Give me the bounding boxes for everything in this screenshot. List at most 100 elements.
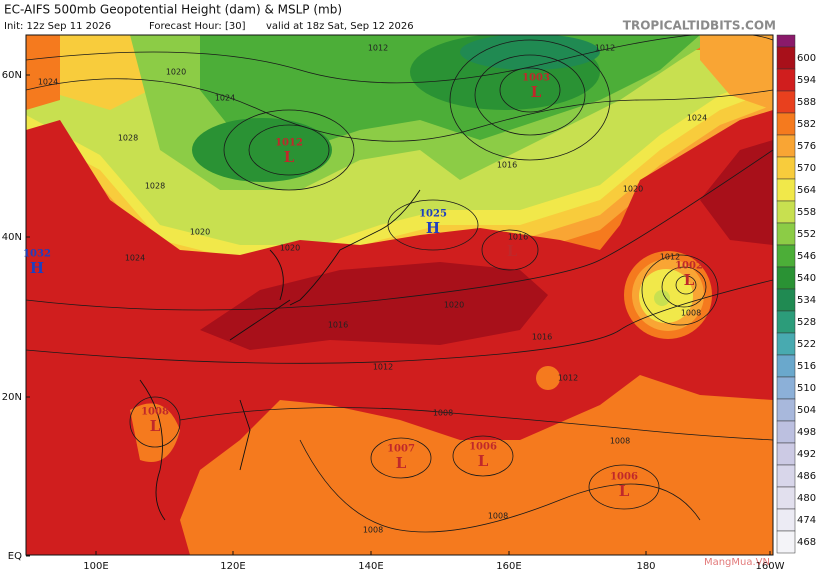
isobar-label: 1028: [118, 134, 138, 143]
colorbar-box: [776, 200, 796, 224]
isobar-label: 1028: [145, 182, 165, 191]
lat-label: 60N: [2, 70, 22, 81]
isobar-label: 1012: [368, 44, 388, 53]
colorbar-label: 552: [797, 229, 816, 240]
lon-label: 120E: [220, 561, 245, 572]
center-letter: L: [150, 417, 161, 435]
center-letter: L: [284, 148, 295, 166]
colorbar-box: [776, 90, 796, 114]
colorbar-box: [776, 156, 796, 180]
colorbar-top: [776, 34, 796, 48]
colorbar-box: [776, 420, 796, 444]
valid-time: valid at 18z Sat, Sep 12 2026: [266, 21, 414, 32]
center-letter: L: [684, 271, 695, 289]
colorbar-box: [776, 112, 796, 136]
colorbar-box: [776, 68, 796, 92]
colorbar-label: 540: [797, 273, 816, 284]
watermark: MangMua.VN: [704, 557, 770, 568]
isobar-label: 1024: [38, 78, 58, 87]
center-pressure: 1032: [23, 249, 51, 260]
colorbar-label: 600: [797, 53, 816, 64]
lon-label: 140E: [358, 561, 383, 572]
center-letter: L: [619, 482, 630, 500]
colorbar-box: [776, 310, 796, 334]
isobar-label: 1024: [215, 94, 235, 103]
colorbar-box: [776, 288, 796, 312]
colorbar-label: 588: [797, 97, 816, 108]
isobar-label: 1016: [497, 161, 517, 170]
center-pressure: 1006: [469, 442, 497, 453]
colorbar-label: 528: [797, 317, 816, 328]
center-letter: H: [426, 219, 440, 237]
colorbar-box: [776, 222, 796, 246]
forecast-hour: Forecast Hour: [30]: [149, 21, 246, 32]
center-letter: L: [531, 83, 542, 101]
isobar-label: 1016: [328, 321, 348, 330]
center-letter: L: [507, 242, 518, 260]
colorbar-box: [776, 178, 796, 202]
colorbar-label: 582: [797, 119, 816, 130]
center-pressure: 1003: [522, 73, 550, 84]
colorbar-box: [776, 508, 796, 532]
lon-label: 100E: [83, 561, 108, 572]
isobar-label: 1012: [558, 374, 578, 383]
colorbar-label: 468: [797, 537, 816, 548]
colorbar-label: 570: [797, 163, 816, 174]
center-pressure: 1008: [141, 407, 169, 418]
colorbar-box: [776, 332, 796, 356]
colorbar-box: [776, 376, 796, 400]
colorbar-label: 558: [797, 207, 816, 218]
colorbar-label: 510: [797, 383, 816, 394]
center-letter: L: [396, 454, 407, 472]
isobar-label: 1008: [433, 409, 453, 418]
map-frame: [25, 34, 774, 556]
isobar-label: 1020: [190, 228, 210, 237]
colorbar-label: 564: [797, 185, 816, 196]
init-time: Init: 12z Sep 11 2026: [4, 21, 111, 32]
isobar-label: 1016: [508, 233, 528, 242]
colorbar-box: [776, 244, 796, 268]
isobar-label: 1024: [687, 114, 707, 123]
isobar-label: 1012: [373, 363, 393, 372]
isobar-label: 1016: [532, 333, 552, 342]
center-letter: H: [30, 259, 44, 277]
isobar-label: 1012: [660, 253, 680, 262]
colorbar-label: 486: [797, 471, 816, 482]
colorbar-box: [776, 398, 796, 422]
center-pressure: 1025: [419, 209, 447, 220]
isobar-label: 1008: [488, 512, 508, 521]
site-name: TROPICALTIDBITS.COM: [623, 19, 776, 33]
lat-label: 20N: [2, 392, 22, 403]
center-letter: L: [478, 452, 489, 470]
colorbar-box: [776, 354, 796, 378]
isobar-label: 1008: [363, 526, 383, 535]
isobar-label: 1008: [610, 437, 630, 446]
colorbar-box: [776, 134, 796, 158]
colorbar-box: [776, 46, 796, 70]
lon-label: 180: [636, 561, 655, 572]
colorbar-label: 516: [797, 361, 816, 372]
colorbar-box: [776, 530, 796, 554]
map-fill: [26, 35, 773, 555]
lon-label: 160W: [756, 561, 785, 572]
colorbar-box: [776, 266, 796, 290]
center-pressure: 1012: [275, 138, 303, 149]
colorbar-label: 576: [797, 141, 816, 152]
center-pressure: 1006: [610, 472, 638, 483]
center-pressure: 1002: [675, 261, 703, 272]
lat-label: 40N: [2, 232, 22, 243]
colorbar-label: 504: [797, 405, 816, 416]
colorbar-label: 522: [797, 339, 816, 350]
colorbar-label: 546: [797, 251, 816, 262]
title: EC-AIFS 500mb Geopotential Height (dam) …: [4, 3, 342, 17]
colorbar-label: 534: [797, 295, 816, 306]
lat-label: EQ: [8, 551, 22, 562]
colorbar-label: 498: [797, 427, 816, 438]
colorbar-box: [776, 442, 796, 466]
isobar-label: 1012: [595, 44, 615, 53]
isobar-label: 1008: [681, 309, 701, 318]
colorbar-box: [776, 486, 796, 510]
